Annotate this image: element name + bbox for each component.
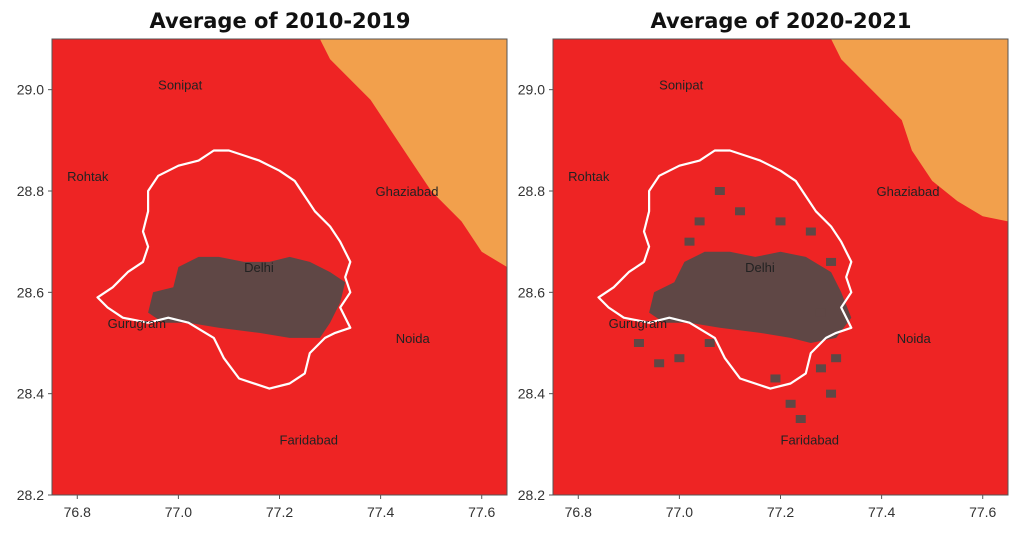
x-tick-label: 77.6 [468,504,495,520]
city-label-rohtak: Rohtak [568,169,610,184]
city-label-ghaziabad: Ghaziabad [376,184,439,199]
y-tick-label: 28.6 [518,284,545,300]
y-tick-label: 28.4 [17,386,44,402]
y-tick-label: 28.4 [518,386,545,402]
city-label-delhi: Delhi [244,260,274,275]
y-tick-label: 29.0 [518,82,545,98]
x-tick-label: 77.2 [767,504,794,520]
city-label-rohtak: Rohtak [67,169,109,184]
x-tick-label: 77.0 [165,504,192,520]
urban-patch [805,227,816,236]
x-tick-label: 76.8 [565,504,592,520]
y-tick-label: 28.6 [17,284,44,300]
city-label-delhi: Delhi [745,260,775,275]
urban-patch [770,374,781,383]
city-label-sonipat: Sonipat [158,78,202,93]
urban-patch [826,389,837,398]
delhi-boundary [96,149,352,390]
x-tick-label: 77.6 [969,504,996,520]
y-tick-label: 28.8 [518,183,545,199]
x-tick-label: 77.4 [367,504,394,520]
map-panel-2020-2021: Average of 2020-2021 Sonipat Rohtak Ghazia… [518,9,1009,520]
urban-patch [684,237,695,246]
urban-core-area [148,256,346,338]
urban-patch [775,217,786,226]
city-label-faridabad: Faridabad [280,432,339,447]
x-tick-label: 77.0 [666,504,693,520]
map-panel-2010-2019: Average of 2010-2019 Sonipat Rohtak Ghazia… [17,9,508,520]
urban-patch [735,207,746,216]
panel-title: Average of 2010-2019 [149,9,410,33]
urban-patch [826,257,837,266]
urban-patch [694,217,705,226]
urban-core-area [649,251,852,343]
x-tick-label: 77.2 [266,504,293,520]
urban-patch [633,339,644,347]
urban-patch [674,354,685,363]
urban-patch [714,187,725,195]
urban-patch [815,308,826,317]
urban-patch [831,354,842,363]
urban-patch [654,359,665,368]
outer-zone-area [831,39,1008,222]
city-label-gurugram: Gurugram [609,316,668,331]
city-label-noida: Noida [897,331,932,346]
outer-zone-area [319,39,507,267]
city-label-gurugram: Gurugram [108,316,167,331]
city-label-noida: Noida [396,331,431,346]
delhi-boundary [597,149,853,390]
urban-patch [704,339,715,347]
y-tick-label: 29.0 [17,82,44,98]
city-label-sonipat: Sonipat [659,78,703,93]
x-tick-label: 77.4 [868,504,895,520]
panel-title: Average of 2020-2021 [650,9,911,33]
urban-patch [785,399,796,408]
urban-patch [815,364,826,373]
city-label-ghaziabad: Ghaziabad [877,184,940,199]
y-tick-label: 28.8 [17,183,44,199]
y-tick-label: 28.2 [518,487,545,503]
x-tick-label: 76.8 [64,504,91,520]
urban-patch [795,415,806,423]
y-tick-label: 28.2 [17,487,44,503]
city-label-faridabad: Faridabad [781,432,840,447]
